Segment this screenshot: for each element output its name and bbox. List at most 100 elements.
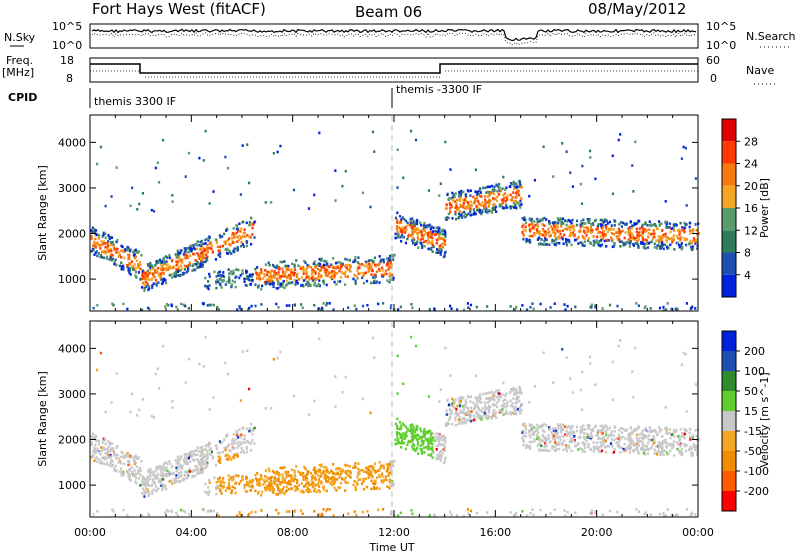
velocity-cell: [127, 463, 130, 467]
power-cell: [452, 199, 455, 203]
power-cell: [670, 307, 673, 311]
velocity-cell: [154, 474, 157, 478]
velocity-cell: [474, 403, 477, 407]
velocity-cell: [513, 412, 516, 415]
power-cell: [98, 243, 101, 247]
velocity-cell: [234, 491, 237, 495]
velocity-cell: [466, 508, 469, 511]
velocity-cell: [104, 457, 107, 461]
power-cell: [420, 229, 423, 233]
velocity-cell: [141, 476, 144, 479]
velocity-cell: [377, 508, 380, 512]
velocity-cell: [571, 437, 575, 441]
velocity-cell: [367, 475, 370, 478]
power-cell: [489, 191, 493, 194]
velocity-cell: [611, 444, 614, 447]
power-cell: [370, 259, 374, 262]
velocity-cell: [502, 404, 505, 407]
velocity-cell: [128, 473, 132, 476]
velocity-cell: [141, 397, 145, 401]
velocity-cell: [326, 480, 330, 483]
velocity-cell: [289, 481, 292, 484]
power-cell: [318, 262, 322, 266]
power-cell: [204, 129, 207, 133]
velocity-cell: [673, 454, 676, 457]
power-cell: [306, 275, 309, 279]
power-cell: [129, 204, 132, 208]
power-cell: [458, 191, 461, 194]
power-cell: [111, 242, 115, 246]
power-cell: [636, 243, 639, 246]
velocity-cell: [306, 477, 309, 480]
power-cell: [336, 266, 340, 270]
power-cell: [240, 308, 243, 311]
power-cell: [186, 266, 189, 270]
power-cell: [493, 185, 496, 189]
velocity-cell: [221, 441, 224, 444]
power-cell: [161, 282, 164, 286]
velocity-cell: [486, 511, 489, 514]
velocity-cell: [522, 443, 525, 447]
power-cell: [599, 218, 602, 222]
power-cell: [625, 223, 628, 226]
velocity-cell: [372, 487, 376, 491]
power-cell: [650, 224, 653, 228]
velocity-cell: [218, 476, 221, 480]
power-cell: [174, 270, 177, 274]
velocity-cell: [564, 446, 568, 450]
velocity-cell: [131, 466, 134, 469]
power-cell: [644, 221, 647, 224]
power-cell: [469, 189, 472, 193]
noise-strip-frame: [89, 23, 699, 49]
velocity-cell: [515, 512, 518, 515]
power-cell: [253, 220, 256, 224]
power-cell: [362, 281, 366, 285]
power-cell: [130, 186, 134, 190]
velocity-cell: [313, 466, 316, 469]
power-cell: [362, 274, 365, 277]
power-cell: [685, 204, 688, 207]
power-cell: [277, 273, 280, 277]
velocity-cell: [400, 445, 403, 449]
power-cell: [622, 221, 625, 225]
power-cell: [455, 206, 458, 210]
velocity-cell: [98, 449, 101, 453]
velocity-cell: [343, 478, 346, 482]
power-cell: [348, 264, 352, 267]
velocity-cell: [379, 465, 382, 469]
power-cell: [442, 242, 445, 245]
power-cell: [629, 241, 632, 244]
velocity-cell: [687, 448, 691, 451]
power-cell: [580, 224, 584, 227]
power-cell: [390, 263, 393, 266]
velocity-cell: [449, 412, 452, 416]
power-cell: [568, 240, 571, 244]
velocity-cell: [400, 439, 404, 443]
power-cell: [484, 198, 487, 202]
velocity-cell: [339, 473, 342, 476]
power-cell: [233, 280, 236, 284]
power-cell: [601, 218, 604, 222]
velocity-cell: [612, 438, 616, 442]
power-cell: [233, 247, 236, 251]
velocity-cell: [117, 461, 120, 464]
velocity-cell: [672, 432, 675, 435]
velocity-cell: [201, 471, 204, 474]
velocity-cell: [289, 483, 293, 487]
power-cell: [381, 269, 384, 272]
power-cell: [307, 281, 310, 285]
power-cell: [559, 232, 562, 236]
power-cell: [618, 222, 621, 226]
velocity-cell: [386, 468, 389, 472]
power-cell: [317, 275, 320, 278]
velocity-cell: [147, 478, 150, 481]
velocity-cell: [509, 511, 512, 514]
power-panel-frame: [89, 114, 699, 312]
velocity-cell: [561, 443, 564, 447]
velocity-cell: [284, 470, 287, 474]
velocity-cell: [326, 474, 329, 478]
power-cell: [206, 248, 209, 251]
velocity-cell: [568, 446, 571, 450]
velocity-cell: [581, 449, 584, 453]
velocity-cell: [99, 351, 102, 355]
